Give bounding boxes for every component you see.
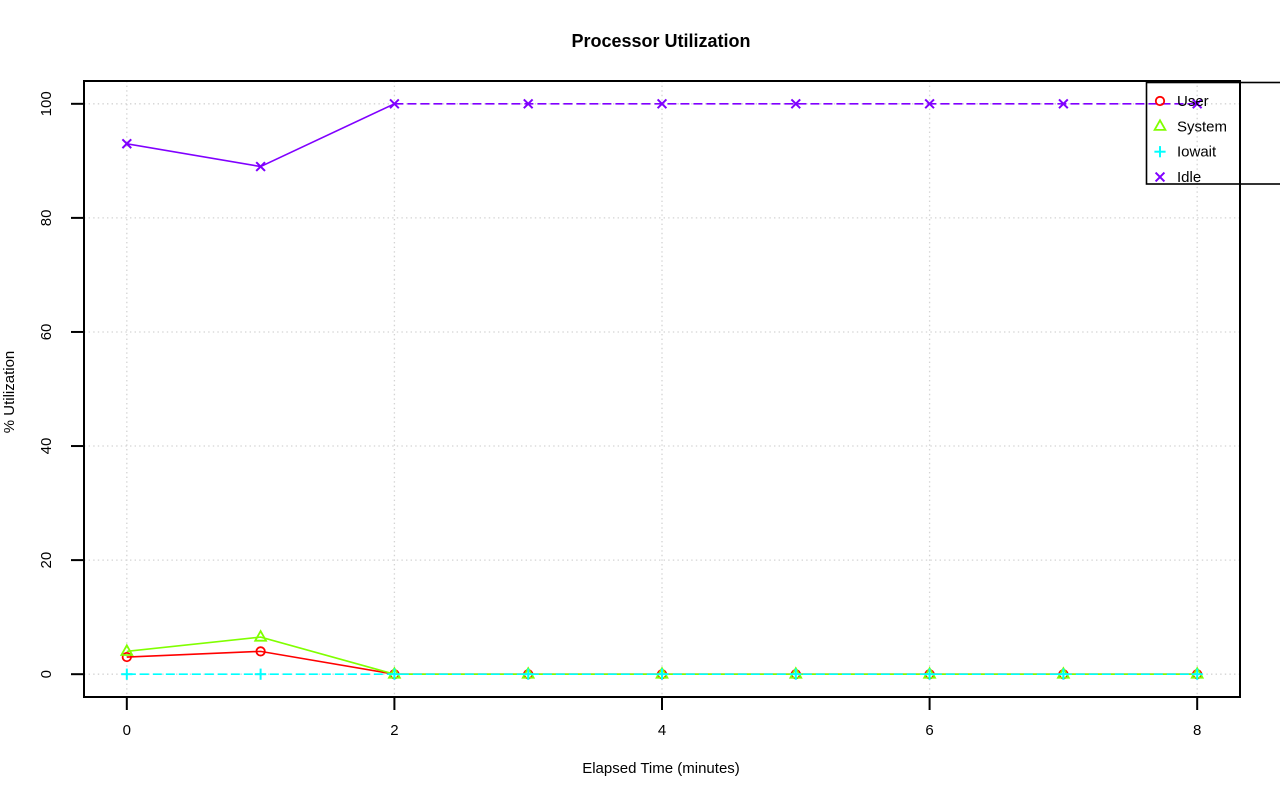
chart-title: Processor Utilization (571, 31, 750, 51)
system-legend-marker-icon (1155, 120, 1166, 130)
user-legend-marker-icon (1156, 97, 1164, 105)
x-tick-label: 8 (1193, 722, 1201, 739)
system-marker (255, 631, 266, 641)
legend-item-iowait: Iowait (1154, 144, 1217, 161)
y-tick-label: 0 (38, 670, 55, 678)
idle-legend-marker-icon (1156, 173, 1165, 182)
x-tick-label: 6 (925, 722, 933, 739)
legend-label: User (1177, 93, 1209, 110)
legend-label: Idle (1177, 169, 1201, 186)
legend-label: System (1177, 118, 1227, 135)
y-tick-label: 80 (38, 210, 55, 227)
x-tick-label: 2 (390, 722, 398, 739)
legend: User System Iowait Idle (1147, 83, 1280, 187)
x-tick-label: 0 (123, 722, 131, 739)
gridlines (84, 81, 1240, 697)
y-axis-title: % Utilization (1, 351, 18, 434)
legend-item-user: User (1156, 93, 1209, 110)
y-tick-label: 100 (38, 91, 55, 116)
x-axis-title: Elapsed Time (minutes) (582, 760, 740, 777)
series-line-solid (127, 104, 395, 167)
y-tick-label: 60 (38, 324, 55, 341)
iowait-marker (255, 669, 266, 680)
y-tick-label: 40 (38, 438, 55, 455)
iowait-marker (121, 669, 132, 680)
x-tick-label: 4 (658, 722, 666, 739)
legend-item-system: System (1155, 118, 1227, 135)
y-tick-label: 20 (38, 552, 55, 569)
legend-label: Iowait (1177, 144, 1217, 161)
iowait-legend-marker-icon (1154, 146, 1165, 157)
series-iowait (121, 669, 1203, 680)
